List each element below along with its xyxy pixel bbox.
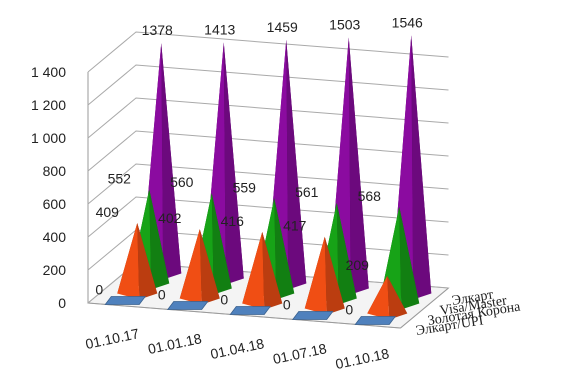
data-label: 552 <box>108 170 132 186</box>
zero-value-tile <box>104 296 147 305</box>
y-tick-label: 800 <box>43 163 67 179</box>
cone-right-face <box>399 206 420 310</box>
cone-right-face <box>199 229 220 305</box>
data-label: 1503 <box>329 17 360 33</box>
cone-right-face <box>411 35 432 300</box>
y-tick-label: 200 <box>43 262 67 278</box>
data-label: 568 <box>358 188 382 204</box>
data-label: 0 <box>345 302 353 318</box>
cone-1-3 <box>304 236 345 315</box>
zero-value-tile <box>291 311 334 320</box>
x-axis-line <box>87 302 401 329</box>
chart-marks <box>104 35 432 325</box>
cone-right-face <box>387 276 408 320</box>
cone-0-4 <box>354 316 397 325</box>
data-label: 0 <box>158 287 166 303</box>
data-label: 0 <box>283 297 291 313</box>
data-label: 1459 <box>267 19 298 35</box>
cone-right-face <box>223 42 244 285</box>
data-label: 0 <box>95 282 103 298</box>
gridline <box>87 163 449 205</box>
gridline <box>87 64 449 106</box>
y-tick-label: 1 400 <box>31 64 66 80</box>
y-tick-label: 400 <box>43 229 67 245</box>
cone-1-1 <box>179 229 220 305</box>
x-tick-label: 01.01.18 <box>146 330 203 357</box>
cone-1-2 <box>242 231 283 310</box>
data-label: 416 <box>221 213 245 229</box>
series-label: Элкарт <box>451 288 495 309</box>
cone-1-4 <box>367 276 408 320</box>
y-tick-label: 1 200 <box>31 97 66 113</box>
cone-0-1 <box>166 301 209 310</box>
cone-left-face <box>304 236 327 315</box>
cone-right-face <box>262 231 283 310</box>
cone-right-face <box>274 198 295 300</box>
cone-right-face <box>211 193 232 295</box>
data-label: 1546 <box>392 14 423 30</box>
y-axis-tick-labels: 0 200 400 600 800 1 000 1 200 1 400 <box>31 64 66 311</box>
cone-0-0 <box>104 296 147 305</box>
cone-1-0 <box>117 223 158 300</box>
x-tick-label: 01.04.18 <box>209 335 266 362</box>
cone-left-face <box>367 276 390 320</box>
y-tick-label: 1 000 <box>31 130 66 146</box>
x-tick-label: 01.10.17 <box>84 325 141 352</box>
gridline <box>87 130 449 172</box>
data-label: 560 <box>170 174 194 190</box>
cone-right-face <box>348 37 369 295</box>
data-label: 561 <box>295 184 319 200</box>
data-label: 1413 <box>204 21 235 37</box>
cone-left-face <box>179 229 202 305</box>
data-label: 209 <box>346 257 370 273</box>
data-label: 402 <box>158 210 182 226</box>
x-tick-label: 01.10.18 <box>334 345 391 372</box>
cone-left-face <box>117 223 140 300</box>
data-label: 417 <box>283 218 307 234</box>
cone-0-3 <box>291 311 334 320</box>
zero-value-tile <box>354 316 397 325</box>
cone-right-face <box>137 223 158 300</box>
cone-right-face <box>161 43 182 280</box>
cone-right-face <box>149 189 170 290</box>
data-label: 409 <box>96 204 120 220</box>
x-tick-label: 01.07.18 <box>271 340 328 367</box>
zero-value-tile <box>229 306 272 315</box>
data-label: 559 <box>233 179 257 195</box>
y-tick-label: 600 <box>43 196 67 212</box>
cone-right-face <box>336 202 357 305</box>
data-label: 1378 <box>142 22 173 38</box>
gridline <box>87 97 449 139</box>
zero-value-tile <box>166 301 209 310</box>
cone-right-face <box>324 236 345 315</box>
cone-0-2 <box>229 306 272 315</box>
gridline <box>87 31 449 73</box>
cone-right-face <box>286 39 307 290</box>
depth-axis-line <box>400 287 449 329</box>
x-axis-tick-labels: 01.10.17 01.01.18 01.04.18 01.07.18 01.10.18 <box>84 325 391 372</box>
y-tick-label: 0 <box>58 295 66 311</box>
data-label: 0 <box>220 292 228 308</box>
cone-left-face <box>242 231 265 310</box>
data-labels: 1378 1413 1459 1503 1546 552 560 559 561 568 409 40… <box>95 14 423 317</box>
